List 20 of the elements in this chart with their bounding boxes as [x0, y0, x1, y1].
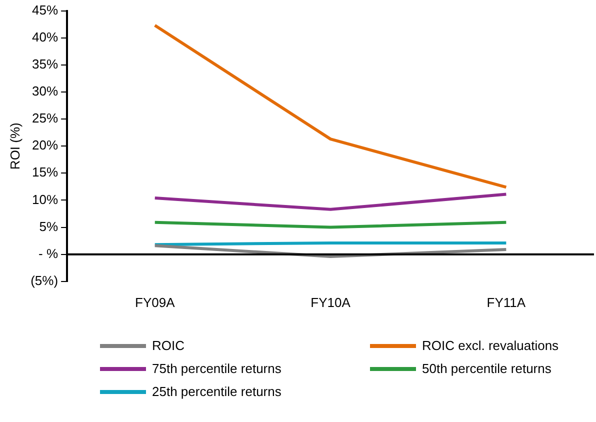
y-tick-label: 10%: [32, 192, 58, 207]
y-tick-label: 35%: [32, 56, 58, 72]
y-tick-label: 15%: [32, 164, 58, 180]
y-tick-label: - %: [38, 246, 58, 261]
y-axis-title: ROI (%): [7, 122, 22, 170]
y-tick-label: 30%: [32, 84, 58, 99]
y-tick-label: 20%: [32, 138, 58, 153]
y-tick-label: 5%: [39, 218, 58, 234]
legend-label: 50th percentile returns: [422, 361, 552, 376]
y-tick-label: 40%: [32, 29, 58, 44]
legend-label: 25th percentile returns: [152, 384, 282, 399]
y-tick-label: (5%): [30, 272, 58, 288]
y-tick-label: 45%: [32, 2, 58, 18]
x-tick-label: FY09A: [135, 294, 176, 310]
x-tick-label: FY10A: [310, 294, 351, 310]
legend-label: ROIC: [152, 338, 184, 353]
legend-label: ROIC excl. revaluations: [422, 338, 559, 353]
y-tick-label: 25%: [32, 110, 58, 126]
legend-label: 75th percentile returns: [152, 361, 282, 376]
x-tick-label: FY11A: [486, 294, 526, 310]
